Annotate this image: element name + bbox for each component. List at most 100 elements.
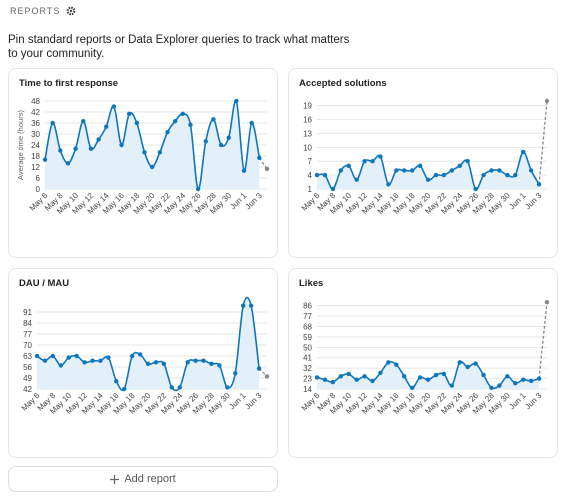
data-point bbox=[521, 149, 526, 155]
data-point bbox=[528, 378, 534, 384]
data-point bbox=[417, 375, 423, 380]
data-point bbox=[465, 364, 470, 370]
x-tick-label: Jun 3 bbox=[523, 191, 544, 212]
data-point bbox=[42, 358, 48, 363]
data-point bbox=[264, 374, 270, 379]
x-tick-label: Jun 3 bbox=[243, 391, 264, 412]
y-tick-label: 13 bbox=[303, 129, 312, 138]
y-tick-label: 49 bbox=[23, 374, 32, 383]
data-point bbox=[201, 358, 206, 363]
data-point bbox=[203, 139, 208, 144]
y-tick-label: 23 bbox=[303, 375, 312, 384]
y-tick-label: 32 bbox=[303, 364, 312, 373]
x-tick-label: Jun 3 bbox=[244, 191, 265, 212]
data-point bbox=[234, 98, 239, 104]
data-point bbox=[433, 172, 439, 178]
data-point bbox=[473, 186, 478, 192]
data-point bbox=[134, 120, 140, 126]
data-point bbox=[82, 360, 87, 365]
report-card: Likes 14 23 32 41 50 59 68 77 86 May 6 May 8 May 10 M… bbox=[288, 268, 558, 458]
chart-title: Time to first response bbox=[19, 78, 118, 89]
report-card: Time to first response Average time (hour… bbox=[8, 68, 278, 258]
data-point bbox=[521, 377, 526, 382]
data-point bbox=[96, 137, 101, 142]
y-tick-label: 59 bbox=[303, 333, 312, 342]
y-tick-label: 41 bbox=[303, 354, 312, 363]
y-tick-label: 86 bbox=[303, 302, 312, 311]
data-point bbox=[536, 376, 542, 381]
data-point bbox=[122, 386, 127, 392]
data-point bbox=[172, 118, 178, 124]
data-point bbox=[50, 353, 56, 359]
settings-icon[interactable] bbox=[66, 6, 76, 16]
data-point bbox=[417, 163, 423, 169]
data-point bbox=[528, 168, 534, 173]
data-point bbox=[338, 168, 343, 173]
data-point bbox=[50, 120, 55, 126]
y-tick-label: 16 bbox=[303, 116, 312, 125]
data-point bbox=[322, 172, 328, 178]
description: Pin standard reports or Data Explorer qu… bbox=[8, 34, 350, 60]
x-tick-label: Jun 3 bbox=[523, 391, 544, 412]
data-point bbox=[90, 358, 95, 363]
data-point bbox=[362, 374, 367, 379]
data-point bbox=[449, 168, 455, 173]
data-point bbox=[370, 378, 375, 384]
incomplete-segment bbox=[538, 302, 548, 379]
data-point bbox=[98, 358, 103, 363]
y-tick-label: 42 bbox=[23, 385, 32, 394]
x-tick-label: Jun 1 bbox=[507, 391, 528, 412]
area bbox=[37, 297, 260, 391]
data-point bbox=[218, 142, 224, 148]
data-point bbox=[473, 361, 478, 366]
area bbox=[317, 151, 540, 190]
data-point bbox=[195, 186, 201, 192]
data-point bbox=[489, 385, 494, 391]
y-tick-label: 1 bbox=[308, 185, 313, 194]
y-tick-label: 24 bbox=[31, 141, 40, 150]
y-tick-label: 4 bbox=[308, 171, 313, 180]
data-point bbox=[330, 186, 336, 192]
data-point bbox=[226, 135, 231, 140]
data-point bbox=[74, 353, 79, 359]
data-point bbox=[346, 371, 351, 377]
data-point bbox=[241, 168, 247, 173]
data-point bbox=[241, 303, 246, 308]
add-report-button[interactable]: Add report bbox=[8, 466, 278, 492]
chart-title: DAU / MAU bbox=[19, 278, 69, 289]
data-point bbox=[249, 120, 254, 126]
data-point bbox=[119, 142, 124, 148]
y-tick-label: 36 bbox=[31, 119, 40, 128]
data-point bbox=[165, 129, 170, 135]
data-point bbox=[409, 168, 415, 173]
add-report-label: Add report bbox=[124, 473, 176, 485]
data-point bbox=[42, 157, 48, 162]
data-point bbox=[66, 355, 71, 360]
data-point bbox=[441, 371, 447, 377]
chart-title: Accepted solutions bbox=[299, 78, 387, 89]
y-tick-label: 18 bbox=[31, 152, 40, 161]
data-point bbox=[402, 168, 407, 173]
data-point bbox=[513, 172, 518, 178]
data-point bbox=[256, 366, 262, 371]
data-point bbox=[370, 159, 375, 164]
y-tick-label: 30 bbox=[31, 130, 40, 139]
data-point bbox=[457, 360, 462, 365]
x-tick-label: Jun 1 bbox=[507, 191, 528, 212]
data-point bbox=[161, 361, 167, 367]
y-tick-label: 12 bbox=[31, 163, 40, 172]
y-tick-label: 48 bbox=[31, 97, 40, 106]
data-point bbox=[180, 111, 185, 117]
data-point bbox=[58, 363, 63, 368]
data-point bbox=[505, 374, 510, 379]
y-tick-label: 77 bbox=[303, 312, 312, 321]
y-tick-label: 68 bbox=[303, 322, 312, 331]
incomplete-segment bbox=[538, 100, 548, 185]
y-tick-label: 56 bbox=[23, 363, 32, 372]
data-point bbox=[402, 374, 407, 379]
data-point bbox=[489, 168, 494, 173]
data-point bbox=[338, 374, 343, 379]
